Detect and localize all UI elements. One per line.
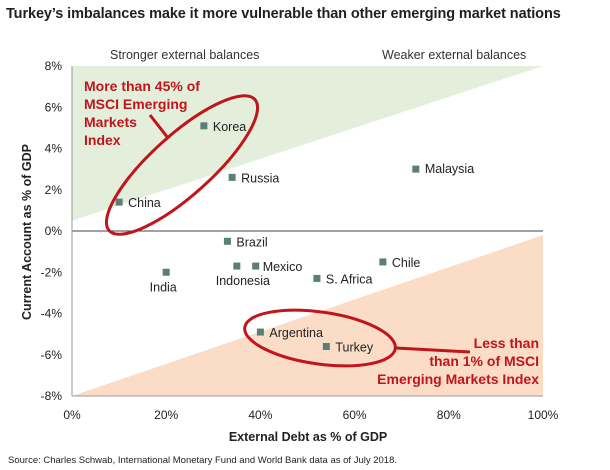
annotation-top-line-3: Markets — [84, 114, 137, 130]
data-point-marker — [162, 268, 170, 276]
data-point-marker — [223, 237, 231, 245]
data-point-label: S. Africa — [326, 272, 373, 286]
y-axis-title: Current Account as % of GDP — [20, 144, 34, 320]
x-tick-label: 100% — [528, 408, 559, 422]
y-tick-label: -8% — [41, 389, 63, 403]
data-point-label: Argentina — [269, 326, 323, 340]
data-point-marker — [412, 165, 420, 173]
data-point-marker — [256, 328, 264, 336]
weaker-balances-region — [72, 235, 543, 396]
callout-ellipse-top — [104, 94, 260, 236]
y-tick-label: -2% — [41, 265, 63, 279]
x-tick-label: 20% — [154, 408, 178, 422]
stronger-balances-region — [72, 66, 543, 221]
data-point-label: China — [128, 196, 161, 210]
y-tick-label: 2% — [45, 183, 63, 197]
data-point-marker — [379, 258, 387, 266]
x-tick-label: 80% — [437, 408, 461, 422]
callout-ellipse-bottom — [243, 308, 397, 368]
data-point-label: Turkey — [335, 341, 373, 355]
source-note: Source: Charles Schwab, International Mo… — [8, 455, 398, 466]
x-tick-label: 40% — [248, 408, 272, 422]
data-point-marker — [322, 343, 330, 350]
x-tick-label: 60% — [343, 408, 367, 422]
data-point-marker — [200, 122, 208, 130]
data-point-label: Mexico — [263, 260, 303, 274]
data-point-label: Korea — [213, 120, 246, 134]
annotation-bottom-line-3: Emerging Markets Index — [377, 371, 539, 387]
data-point-marker — [313, 274, 321, 282]
data-point-marker — [115, 198, 123, 206]
annotation-top-line-4: Index — [84, 132, 121, 148]
legend-weaker-label: Weaker external balances — [382, 48, 526, 62]
data-point-label: Chile — [392, 256, 421, 270]
callout-leader-top — [148, 114, 170, 139]
data-point-label: Malaysia — [425, 162, 474, 176]
annotation-top-line-2: MSCI Emerging — [84, 96, 187, 112]
chart-title: Turkey’s imbalances make it more vulnera… — [6, 6, 561, 22]
y-tick-label: 0% — [45, 224, 63, 238]
annotation-top-line-1: More than 45% of — [84, 78, 200, 94]
y-tick-label: 4% — [45, 142, 63, 156]
x-axis-title: External Debt as % of GDP — [229, 430, 387, 444]
y-tick-label: -4% — [41, 307, 63, 321]
y-tick-label: 8% — [45, 59, 63, 73]
callout-leader-bottom — [395, 346, 471, 354]
data-point-marker — [233, 262, 241, 270]
data-point-label: Brazil — [236, 235, 267, 249]
data-point-label: India — [150, 280, 177, 294]
annotation-bottom-line-2: than 1% of MSCI — [429, 353, 539, 369]
data-point-label: Russia — [241, 171, 279, 185]
legend-stronger-label: Stronger external balances — [110, 48, 259, 62]
annotation-bottom-line-1: Less than — [474, 335, 539, 351]
data-point-marker — [228, 173, 236, 181]
y-tick-label: -6% — [41, 348, 63, 362]
data-point-label: Indonesia — [216, 274, 270, 288]
x-tick-label: 0% — [63, 408, 81, 422]
data-point-marker — [252, 262, 260, 270]
y-tick-label: 6% — [45, 100, 63, 114]
